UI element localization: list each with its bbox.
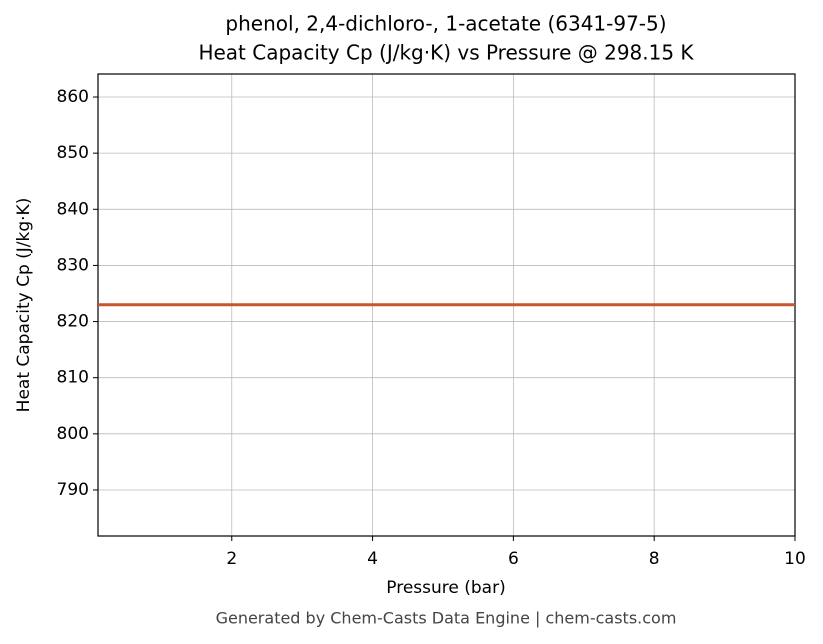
y-axis-label: Heat Capacity Cp (J/kg·K) [14, 198, 34, 413]
y-tick-label: 840 [57, 199, 89, 219]
y-tick-label: 820 [57, 312, 89, 332]
x-tick-label: 6 [508, 549, 519, 569]
chart-subtitle: Heat Capacity Cp (J/kg·K) vs Pressure @ … [198, 41, 694, 65]
y-tick-label: 850 [57, 143, 89, 163]
y-tick-label: 790 [57, 480, 89, 500]
x-tick-label: 4 [367, 549, 378, 569]
y-tick-label: 860 [57, 87, 89, 107]
y-tick-label: 810 [57, 368, 89, 388]
footer: Generated by Chem-Casts Data Engine | ch… [216, 609, 677, 628]
x-tick-label: 10 [784, 549, 806, 569]
x-axis-label: Pressure (bar) [386, 578, 505, 598]
x-tick-label: 8 [649, 549, 660, 569]
y-tick-label: 800 [57, 424, 89, 444]
chart-title: phenol, 2,4-dichloro-, 1-acetate (6341-9… [225, 12, 666, 36]
x-tick-label: 2 [226, 549, 237, 569]
y-tick-label: 830 [57, 255, 89, 275]
